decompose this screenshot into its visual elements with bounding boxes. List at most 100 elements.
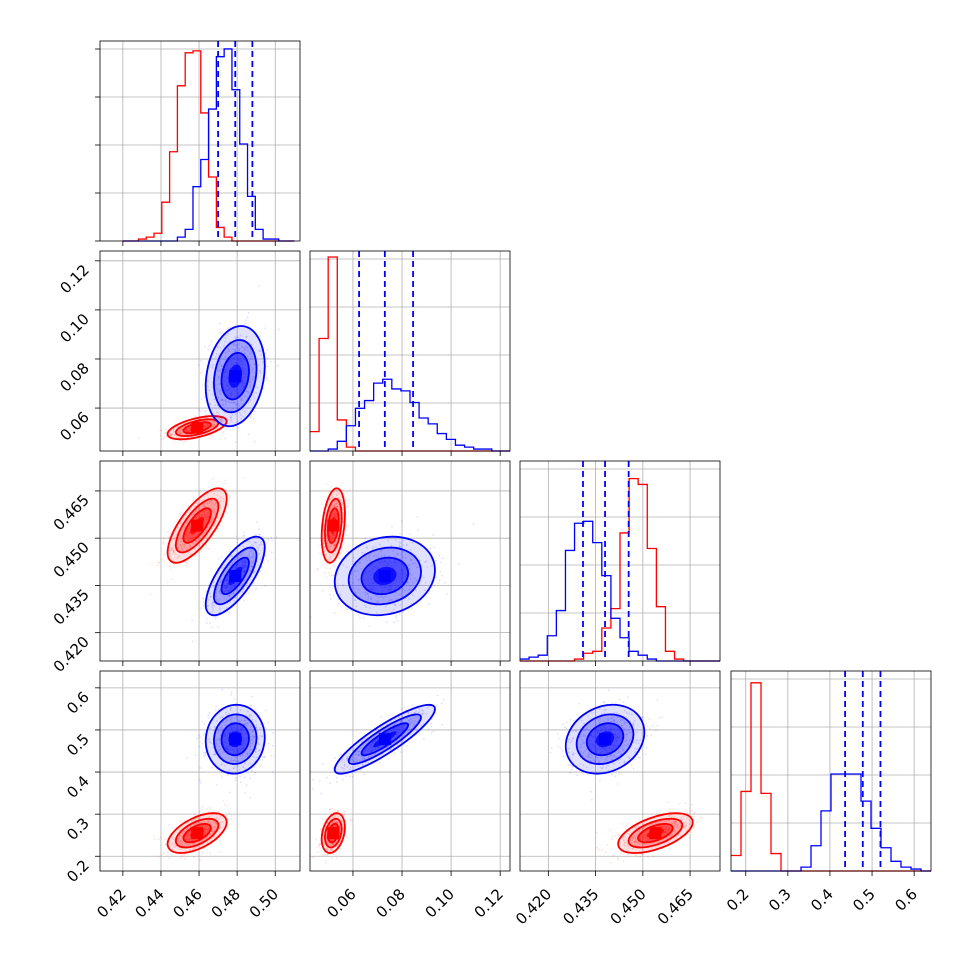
sample-point xyxy=(356,760,359,763)
blue-peak-marker xyxy=(229,733,242,746)
sample-point xyxy=(617,858,620,860)
sample-point xyxy=(172,549,175,552)
sample-point xyxy=(394,604,397,607)
sample-point xyxy=(249,762,252,765)
sample-point xyxy=(224,340,227,343)
sample-point xyxy=(208,712,211,714)
sample-point xyxy=(346,608,348,611)
sample-point xyxy=(187,843,190,846)
sample-point xyxy=(233,592,235,595)
sample-point xyxy=(405,544,408,547)
sample-point xyxy=(194,510,197,512)
sample-point xyxy=(220,419,223,422)
sample-point xyxy=(219,826,221,829)
sample-point xyxy=(163,561,166,564)
sample-point xyxy=(401,720,403,723)
sample-point xyxy=(248,753,251,755)
sample-point xyxy=(612,854,615,857)
sample-point xyxy=(160,429,163,432)
sample-point xyxy=(178,829,181,832)
panel-2-1 xyxy=(309,460,511,662)
sample-point xyxy=(228,594,231,597)
sample-point xyxy=(626,845,629,848)
sample-point xyxy=(401,556,404,559)
sample-point xyxy=(668,814,671,817)
sample-point xyxy=(209,822,212,825)
sample-point xyxy=(430,731,433,734)
sample-point xyxy=(693,815,695,818)
sample-point xyxy=(244,767,247,770)
sample-point xyxy=(330,844,333,847)
sample-point xyxy=(248,341,251,344)
sample-point xyxy=(204,752,207,754)
sample-point xyxy=(325,817,327,820)
sample-point xyxy=(343,761,345,764)
sample-point xyxy=(406,580,409,583)
sample-point xyxy=(172,538,175,540)
sample-point xyxy=(674,830,676,833)
sample-point xyxy=(239,334,242,337)
sample-point xyxy=(251,562,254,565)
sample-point xyxy=(217,731,220,734)
sample-point xyxy=(668,811,671,813)
sample-point xyxy=(215,502,218,505)
sample-point xyxy=(341,811,344,814)
sample-point xyxy=(199,840,201,843)
sample-point xyxy=(173,551,176,554)
sample-point xyxy=(181,833,184,836)
sample-point xyxy=(204,345,206,348)
sample-point xyxy=(214,726,216,729)
sample-point xyxy=(345,775,348,778)
sample-point xyxy=(185,433,188,436)
sample-point xyxy=(238,347,241,350)
sample-point xyxy=(204,409,207,412)
sample-point xyxy=(181,843,184,846)
sample-point xyxy=(217,750,220,752)
sample-point xyxy=(217,411,220,414)
sample-point xyxy=(214,404,217,406)
sample-point xyxy=(160,844,163,847)
sample-point xyxy=(435,559,437,562)
sample-point xyxy=(233,599,236,602)
sample-point xyxy=(197,816,200,819)
sample-point xyxy=(422,576,425,579)
sample-point xyxy=(686,816,688,819)
sample-point xyxy=(676,823,679,826)
sample-point xyxy=(332,843,335,846)
sample-point xyxy=(211,364,214,367)
red-peak-marker xyxy=(327,519,340,532)
sample-point xyxy=(397,748,399,751)
sample-point xyxy=(189,844,192,847)
sample-point xyxy=(138,437,140,439)
blue-peak-marker xyxy=(378,569,391,582)
sample-point xyxy=(696,821,699,824)
sample-point xyxy=(314,838,317,841)
sample-point xyxy=(410,607,413,610)
sample-point xyxy=(182,553,185,556)
sample-point xyxy=(394,722,397,725)
sample-point xyxy=(235,535,238,538)
sample-point xyxy=(233,328,235,330)
sample-point xyxy=(203,506,206,508)
sample-point xyxy=(247,349,249,352)
sample-point xyxy=(333,819,336,822)
sample-point xyxy=(441,574,444,577)
sample-point xyxy=(330,849,333,851)
sample-point xyxy=(399,532,401,535)
sample-point xyxy=(220,420,223,423)
sample-point xyxy=(680,818,683,821)
sample-point xyxy=(410,721,413,724)
sample-point xyxy=(255,726,258,729)
sample-point xyxy=(408,721,411,724)
sample-point xyxy=(369,756,372,758)
sample-point xyxy=(259,370,262,373)
sample-point xyxy=(208,819,210,822)
sample-point xyxy=(246,540,249,543)
sample-point xyxy=(416,720,418,723)
sample-point xyxy=(358,750,361,752)
sample-point xyxy=(220,365,222,367)
sample-point xyxy=(234,344,236,347)
sample-point xyxy=(170,548,172,551)
sample-point xyxy=(230,415,232,418)
sample-point xyxy=(214,383,217,386)
